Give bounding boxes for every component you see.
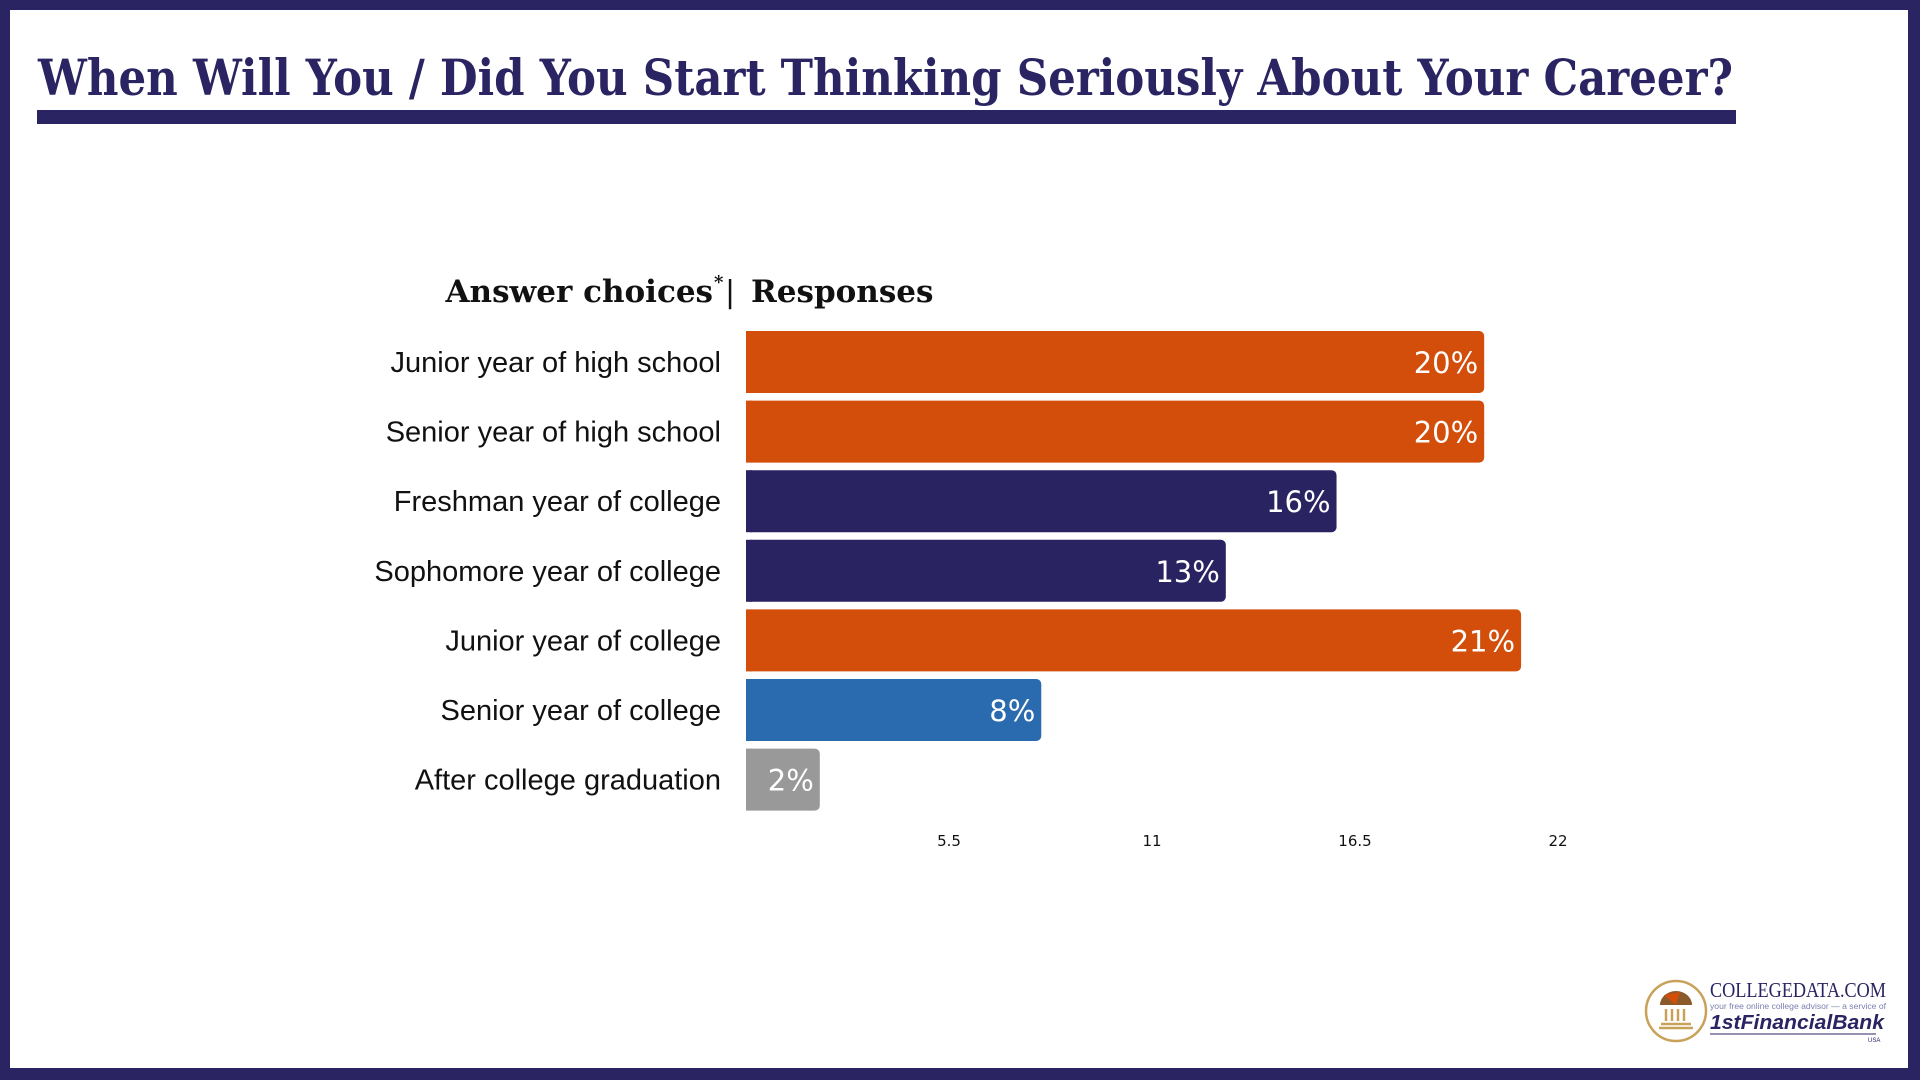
bar-left-edge [746,748,752,811]
bar-left-edge [746,679,752,741]
bar [746,470,1337,533]
bar-left-edge [746,470,752,533]
x-tick-label: 22 [1548,832,1567,850]
bar-left-edge [746,400,752,463]
category-label: Freshman year of college [394,486,721,518]
value-label: 21% [1451,624,1515,658]
title-text: When Will You / Did You Start Thinking S… [37,48,1733,107]
logo-bank: 1stFinancialBank [1710,1012,1885,1034]
value-label: 13% [1155,555,1219,589]
header-left: Answer choices [445,274,714,310]
bar-left-edge [746,331,752,393]
bar [746,400,1485,463]
collegedata-logo: COLLEGEDATA.COM your free online college… [1644,978,1887,1044]
logo-bank-suffix: USA [1868,1038,1880,1044]
bar [746,609,1522,672]
logo-brand: COLLEGEDATA.COM [1710,978,1886,1002]
category-label: Junior year of high school [391,347,721,379]
category-label: Senior year of high school [386,417,721,449]
value-label: 16% [1266,485,1330,519]
x-tick-label: 11 [1142,832,1161,850]
value-label: 20% [1414,416,1478,450]
x-tick-label: 16.5 [1338,832,1371,850]
header-asterisk: * [714,272,724,293]
bar-left-edge [746,539,752,602]
category-label: Junior year of college [445,625,721,657]
value-label: 8% [989,694,1035,728]
bar [746,679,1042,741]
category-label: Sophomore year of college [374,556,721,588]
value-label: 20% [1414,346,1478,380]
title-underline [37,110,1736,124]
logo-tagline: your free online college advisor — a ser… [1710,1001,1887,1011]
category-label: Senior year of college [441,695,722,727]
bar [746,539,1226,602]
bar [746,331,1485,393]
value-label: 2% [768,764,814,798]
category-label: After college graduation [415,765,721,797]
bar [746,748,820,811]
header-right: Responses [751,274,933,310]
x-tick-label: 5.5 [937,832,961,850]
header-separator: | [725,275,735,310]
page-title: When Will You / Did You Start Thinking S… [37,48,1733,107]
bar-left-edge [746,609,752,672]
